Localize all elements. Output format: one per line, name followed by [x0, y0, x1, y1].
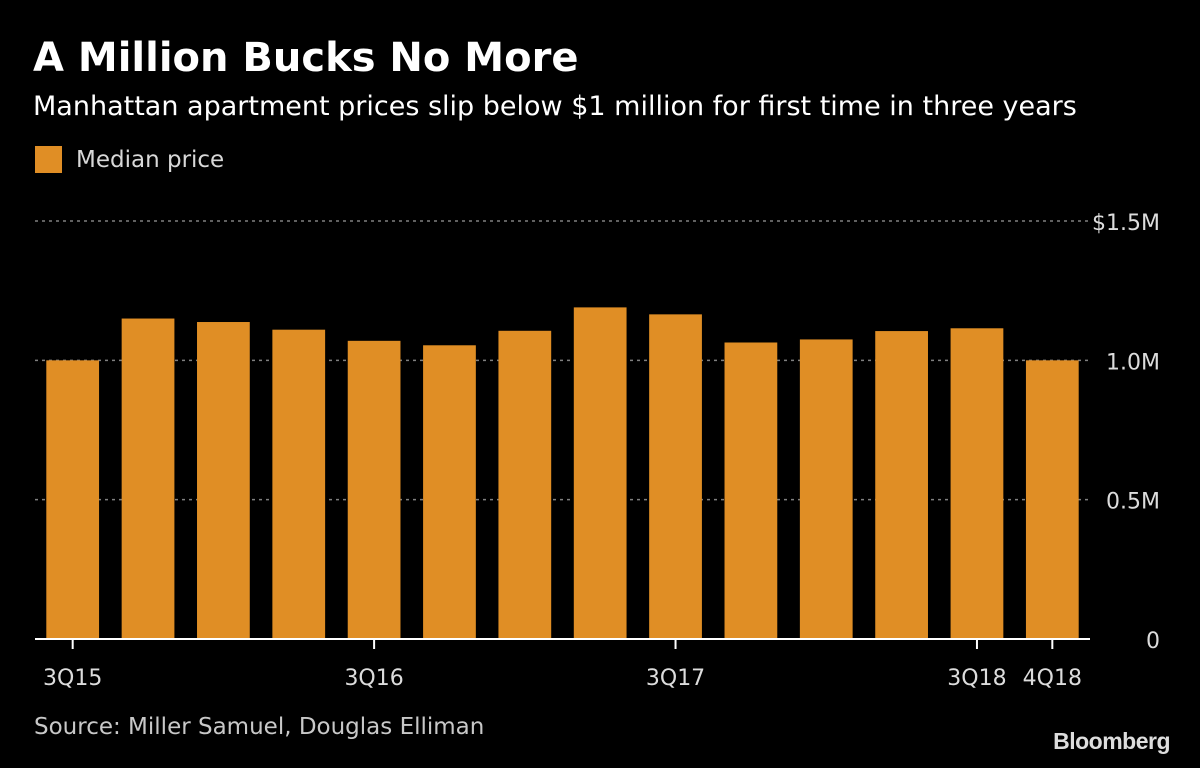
x-tick-label: 3Q16 — [344, 666, 403, 691]
y-tick-label: $1.5M — [1092, 211, 1160, 236]
x-tick-label: 3Q15 — [43, 666, 102, 691]
x-axis — [35, 638, 1090, 649]
x-tick-label: 3Q17 — [646, 666, 705, 691]
bar-4Q16 — [423, 345, 476, 639]
y-tick-label: 1.0M — [1106, 350, 1160, 375]
y-axis-labels: 0 0.5M 1.0M $1.5M — [1092, 211, 1160, 654]
bar-1Q17 — [498, 330, 552, 639]
bar-2Q18 — [875, 331, 928, 639]
chart-title: A Million Bucks No More — [33, 35, 579, 81]
y-tick-label: 0.5M — [1106, 490, 1160, 515]
legend-label: Median price — [76, 146, 225, 173]
bar-3Q16 — [347, 340, 401, 639]
bloomberg-logo: Bloomberg — [1053, 728, 1170, 754]
chart-subtitle: Manhattan apartment prices slip below $1… — [33, 91, 1077, 122]
bar-4Q18 — [1025, 360, 1079, 639]
x-tick-label: 3Q18 — [947, 666, 1006, 691]
bar-3Q17 — [649, 314, 702, 639]
bar-2Q16 — [272, 329, 326, 639]
grid-lines — [35, 220, 1090, 501]
bar-1Q18 — [799, 339, 853, 639]
x-axis-labels: 3Q15 3Q16 3Q17 3Q18 4Q18 — [43, 666, 1082, 691]
bar-4Q17 — [724, 342, 778, 639]
x-tick-label: 4Q18 — [1023, 666, 1082, 691]
source-note: Source: Miller Samuel, Douglas Elliman — [34, 714, 485, 740]
bar-4Q15 — [121, 318, 175, 639]
legend-swatch — [35, 146, 62, 173]
y-tick-label: 0 — [1146, 629, 1160, 654]
bar-3Q18 — [950, 328, 1004, 639]
legend: Median price — [35, 146, 224, 173]
bar-3Q15 — [46, 360, 100, 639]
bar-1Q16 — [197, 322, 250, 639]
bar-2Q17 — [573, 307, 627, 639]
bars — [46, 307, 1079, 639]
